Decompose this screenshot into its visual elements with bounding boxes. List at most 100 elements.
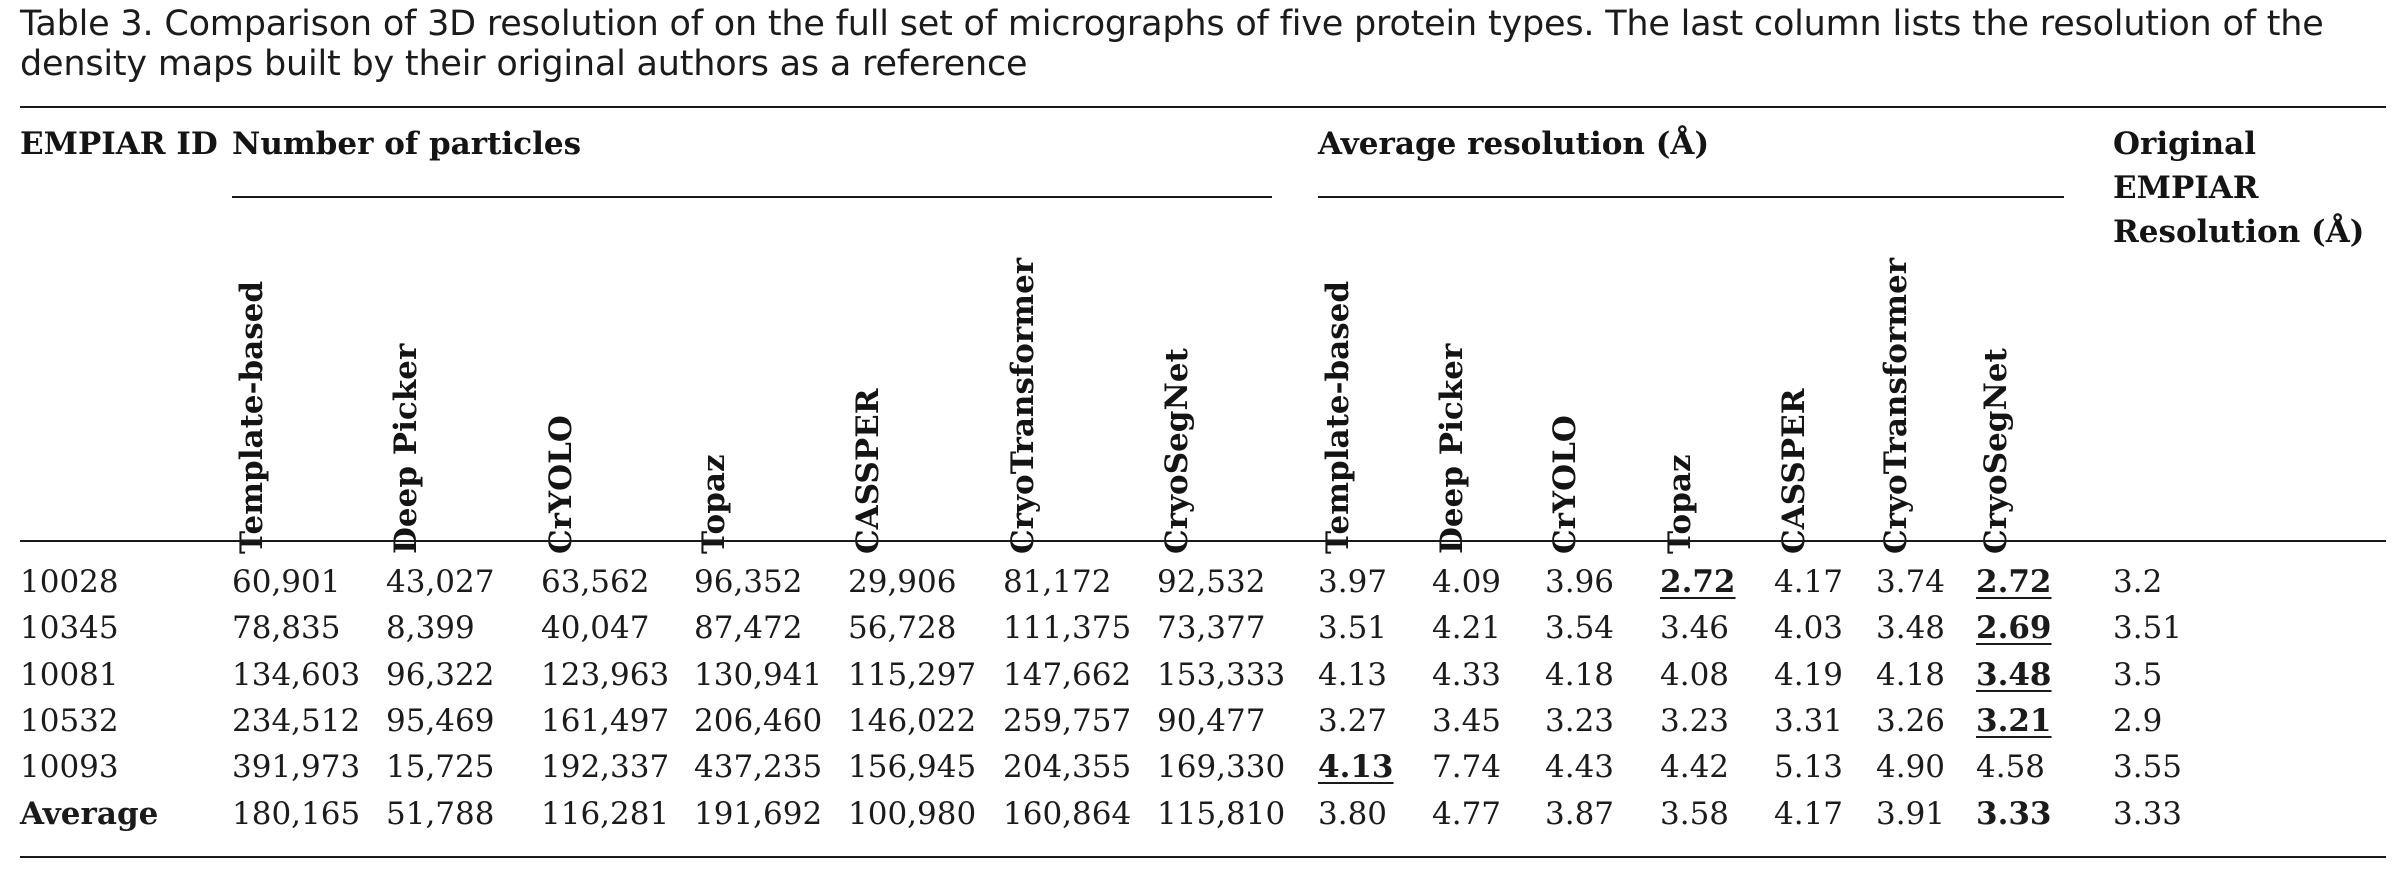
resolution-cell: 4.13 — [1318, 749, 1394, 785]
resolution-cell: 4.19 — [1774, 657, 1844, 693]
original-resolution-cell: 3.2 — [2113, 564, 2163, 600]
particles-cell: 87,472 — [694, 610, 803, 646]
resolution-cell: 4.08 — [1660, 657, 1730, 693]
resolution-cell: 2.69 — [1976, 610, 2052, 646]
header-bottom-rule — [20, 540, 2386, 542]
particles-cell: 51,788 — [386, 796, 495, 832]
resolution-cell: 4.90 — [1876, 749, 1946, 785]
row-id-cell: Average — [20, 796, 159, 832]
resolution-subheader-2: CrYOLO — [1547, 415, 1583, 554]
original-resolution-cell: 2.9 — [2113, 703, 2163, 739]
resolution-cell: 4.17 — [1774, 796, 1844, 832]
resolution-cell: 3.27 — [1318, 703, 1388, 739]
particles-group-header: Number of particles — [232, 126, 582, 162]
particles-cell: 92,532 — [1157, 564, 1266, 600]
row-id-cell: 10081 — [20, 657, 119, 693]
particles-cell: 130,941 — [694, 657, 823, 693]
particles-cell: 8,399 — [386, 610, 475, 646]
particles-subheader-1: Deep Picker — [388, 343, 424, 554]
resolution-cell: 3.46 — [1660, 610, 1730, 646]
resolution-cell: 3.97 — [1318, 564, 1388, 600]
particles-cell: 63,562 — [541, 564, 650, 600]
particles-cell: 156,945 — [848, 749, 977, 785]
particles-cell: 160,864 — [1003, 796, 1132, 832]
particles-subheader-0: Template-based — [234, 280, 270, 554]
resolution-cell: 3.48 — [1976, 657, 2052, 693]
particles-cell: 116,281 — [541, 796, 670, 832]
particles-cell: 206,460 — [694, 703, 823, 739]
particles-cell: 169,330 — [1157, 749, 1286, 785]
empiar-id-header: EMPIAR ID — [20, 126, 218, 162]
particles-cell: 134,603 — [232, 657, 361, 693]
row-id-cell: 10093 — [20, 749, 119, 785]
resolution-cell: 4.77 — [1432, 796, 1502, 832]
particles-cell: 90,477 — [1157, 703, 1266, 739]
table-top-rule — [20, 106, 2386, 108]
resolution-cell: 4.17 — [1774, 564, 1844, 600]
particles-cell: 96,322 — [386, 657, 495, 693]
resolution-subheader-0: Template-based — [1320, 280, 1356, 554]
row-id-cell: 10532 — [20, 703, 119, 739]
resolution-cell: 5.13 — [1774, 749, 1844, 785]
resolution-cell: 3.96 — [1545, 564, 1615, 600]
resolution-cell: 3.91 — [1876, 796, 1946, 832]
particles-cell: 111,375 — [1003, 610, 1132, 646]
particles-cell: 161,497 — [541, 703, 670, 739]
original-resolution-cell: 3.51 — [2113, 610, 2183, 646]
resolution-cell: 2.72 — [1660, 564, 1736, 600]
particles-cell: 15,725 — [386, 749, 495, 785]
particles-cell: 96,352 — [694, 564, 803, 600]
resolution-cell: 7.74 — [1432, 749, 1502, 785]
particles-cell: 73,377 — [1157, 610, 1266, 646]
particles-subheader-6: CryoSegNet — [1159, 348, 1195, 554]
particles-cell: 115,297 — [848, 657, 977, 693]
particles-cell: 437,235 — [694, 749, 823, 785]
particles-subheader-4: CASSPER — [850, 388, 886, 554]
resolution-cell: 4.09 — [1432, 564, 1502, 600]
resolution-cell: 3.51 — [1318, 610, 1388, 646]
row-id-cell: 10345 — [20, 610, 119, 646]
resolution-group-underline — [1318, 196, 2064, 198]
particles-cell: 60,901 — [232, 564, 341, 600]
particles-cell: 78,835 — [232, 610, 341, 646]
particles-cell: 192,337 — [541, 749, 670, 785]
particles-cell: 147,662 — [1003, 657, 1132, 693]
particles-cell: 146,022 — [848, 703, 977, 739]
resolution-cell: 3.23 — [1660, 703, 1730, 739]
row-id-cell: 10028 — [20, 564, 119, 600]
particles-cell: 153,333 — [1157, 657, 1286, 693]
particles-cell: 81,172 — [1003, 564, 1112, 600]
resolution-group-header: Average resolution (Å) — [1318, 126, 1710, 162]
resolution-cell: 3.87 — [1545, 796, 1615, 832]
original-resolution-cell: 3.5 — [2113, 657, 2163, 693]
original-resolution-cell: 3.55 — [2113, 749, 2183, 785]
resolution-cell: 4.18 — [1876, 657, 1946, 693]
resolution-cell: 3.26 — [1876, 703, 1946, 739]
particles-cell: 95,469 — [386, 703, 495, 739]
particles-cell: 234,512 — [232, 703, 361, 739]
particles-cell: 204,355 — [1003, 749, 1132, 785]
resolution-cell: 3.80 — [1318, 796, 1388, 832]
resolution-subheader-1: Deep Picker — [1434, 343, 1470, 554]
resolution-cell: 4.58 — [1976, 749, 2046, 785]
resolution-cell: 3.33 — [1976, 796, 2052, 832]
resolution-cell: 3.45 — [1432, 703, 1502, 739]
particles-cell: 259,757 — [1003, 703, 1132, 739]
resolution-cell: 2.72 — [1976, 564, 2052, 600]
particles-cell: 123,963 — [541, 657, 670, 693]
table-caption: Table 3. Comparison of 3D resolution of … — [20, 4, 2324, 84]
particles-cell: 40,047 — [541, 610, 650, 646]
particles-cell: 43,027 — [386, 564, 495, 600]
particles-cell: 115,810 — [1157, 796, 1286, 832]
particles-cell: 29,906 — [848, 564, 957, 600]
particles-subheader-5: CryoTransformer — [1005, 257, 1041, 554]
resolution-cell: 4.21 — [1432, 610, 1502, 646]
particles-cell: 391,973 — [232, 749, 361, 785]
resolution-cell: 4.42 — [1660, 749, 1730, 785]
resolution-cell: 4.33 — [1432, 657, 1502, 693]
resolution-cell: 3.74 — [1876, 564, 1946, 600]
resolution-cell: 4.43 — [1545, 749, 1615, 785]
resolution-cell: 4.03 — [1774, 610, 1844, 646]
particles-cell: 56,728 — [848, 610, 957, 646]
particles-cell: 180,165 — [232, 796, 361, 832]
